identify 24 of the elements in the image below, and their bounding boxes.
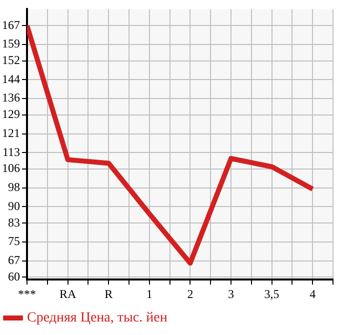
x-tick-label: 1 [146, 286, 152, 301]
y-tick-label: 113 [2, 144, 20, 159]
y-tick-label: 75 [8, 234, 20, 248]
y-tick-label: 136 [2, 90, 20, 105]
y-tick-label: 98 [8, 180, 20, 194]
y-tick-label: 129 [2, 107, 20, 122]
y-tick-label: 152 [2, 53, 20, 68]
y-tick-label: 60 [8, 269, 20, 284]
legend-label: Средняя Цена, тыс. йен [27, 310, 168, 326]
x-tick-label: 2 [187, 286, 194, 301]
y-tick-label: 167 [2, 18, 20, 32]
x-tick-label: RA [59, 286, 76, 301]
x-tick-label: 4 [310, 286, 316, 301]
x-tick-label: 3 [228, 286, 234, 301]
x-tick-label: 3,5 [264, 286, 280, 301]
y-tick-label: 144 [2, 72, 20, 86]
y-tick-label: 121 [2, 126, 20, 140]
y-tick-label: 106 [2, 161, 20, 176]
y-tick-label: 90 [8, 198, 20, 213]
x-tick-label: *** [18, 286, 36, 301]
y-tick-label: 159 [2, 36, 20, 51]
y-tick-label: 67 [8, 252, 20, 267]
y-tick-label: 83 [8, 215, 20, 230]
x-tick-label: R [104, 286, 113, 301]
